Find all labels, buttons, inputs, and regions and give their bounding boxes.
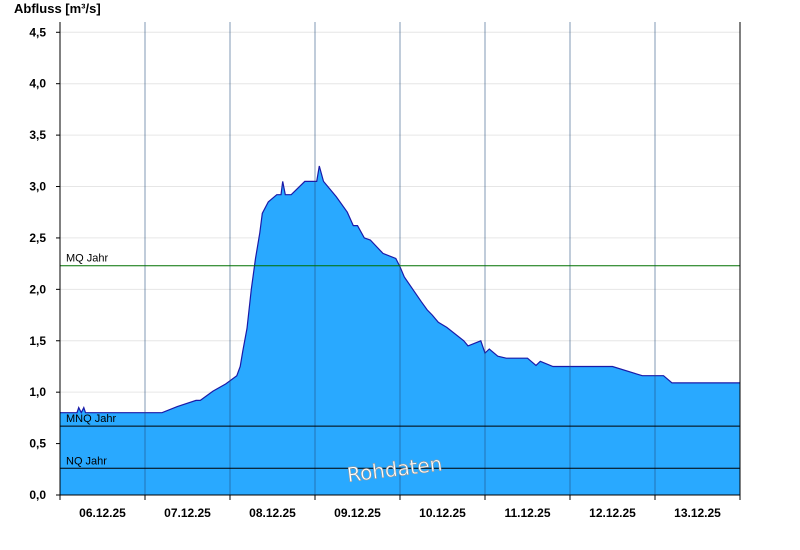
y-tick-label: 1,0	[29, 385, 46, 399]
x-tick-label: 10.12.25	[419, 506, 466, 520]
y-tick-label: 0,0	[29, 488, 46, 502]
y-tick-label: 0,5	[29, 437, 46, 451]
x-tick-label: 08.12.25	[249, 506, 296, 520]
y-tick-label: 3,5	[29, 128, 46, 142]
discharge-line	[60, 165, 740, 415]
y-tick-label: 2,0	[29, 282, 46, 296]
x-tick-label: 09.12.25	[334, 506, 381, 520]
y-axis-title: Abfluss [m³/s]	[14, 1, 101, 16]
x-tick-label: 07.12.25	[164, 506, 211, 520]
x-tick-label: 06.12.25	[79, 506, 126, 520]
x-tick-label: 12.12.25	[589, 506, 636, 520]
axes-layer	[56, 22, 741, 500]
y-tick-label: 1,5	[29, 334, 46, 348]
reference-line-label: MQ Jahr	[66, 253, 109, 265]
x-tick-label: 13.12.25	[674, 506, 721, 520]
reference-lines-layer: MQ Jahr MNQ Jahr NQ Jahr	[60, 253, 740, 469]
y-tick-label: 4,5	[29, 25, 46, 39]
x-tick-label: 11.12.25	[504, 506, 550, 520]
tick-labels-layer: 0,0 0,5 1,0 1,5 2,0 2,5 3,0 3,5 4,0 4,5 06.12.25 07…	[29, 25, 721, 520]
day-divider-layer	[144, 22, 656, 495]
reference-line-label: MNQ Jahr	[66, 413, 116, 425]
y-tick-label: 4,0	[29, 77, 46, 91]
reference-line-label: NQ Jahr	[66, 455, 107, 467]
y-tick-label: 3,0	[29, 180, 46, 194]
y-tick-label: 2,5	[29, 231, 46, 245]
